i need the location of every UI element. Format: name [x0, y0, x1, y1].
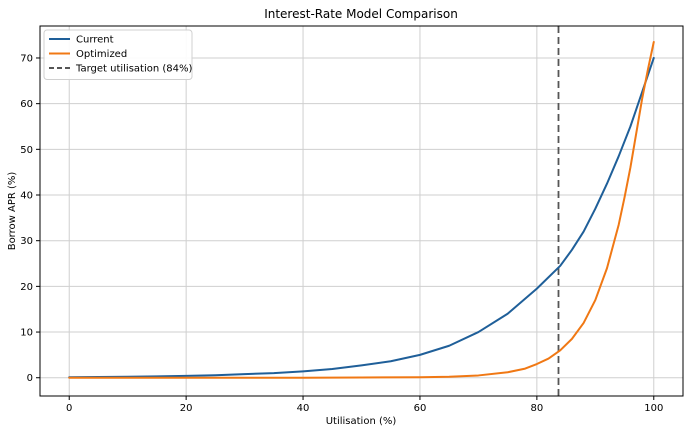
y-tick-label: 0 [27, 373, 33, 384]
plot-frame [39, 25, 684, 397]
ticks: 0 20 40 60 80 100 0 10 20 30 40 50 60 70 [20, 53, 663, 414]
y-axis-label: Borrow APR (%) [7, 172, 18, 251]
series [68, 40, 655, 379]
legend-label-current: Current [76, 35, 114, 46]
legend-label-target-utilisation: Target utilisation (84%) [75, 64, 193, 75]
x-tick-label: 60 [414, 403, 427, 414]
series-line-optimized [68, 40, 655, 379]
y-tick-label: 30 [20, 236, 33, 247]
chart-title: Interest-Rate Model Comparison [264, 7, 458, 21]
y-tick-label: 10 [20, 328, 33, 339]
x-tick-label: 100 [644, 403, 663, 414]
y-tick-label: 20 [20, 282, 33, 293]
x-tick-label: 40 [297, 403, 310, 414]
legend-box [43, 29, 193, 80]
y-tick-label: 40 [20, 191, 33, 202]
grid [40, 26, 683, 396]
x-tick-label: 20 [180, 403, 193, 414]
y-tick-label: 70 [20, 53, 33, 64]
legend-label-optimized: Optimized [76, 49, 127, 60]
legend: Current Optimized Target utilisation (84%) [43, 29, 193, 80]
x-tick-label: 0 [66, 403, 72, 414]
series-line-current [68, 56, 655, 379]
x-axis-label: Utilisation (%) [326, 416, 397, 427]
x-tick-label: 80 [530, 403, 543, 414]
y-tick-label: 50 [20, 145, 33, 156]
y-tick-label: 60 [20, 99, 33, 110]
